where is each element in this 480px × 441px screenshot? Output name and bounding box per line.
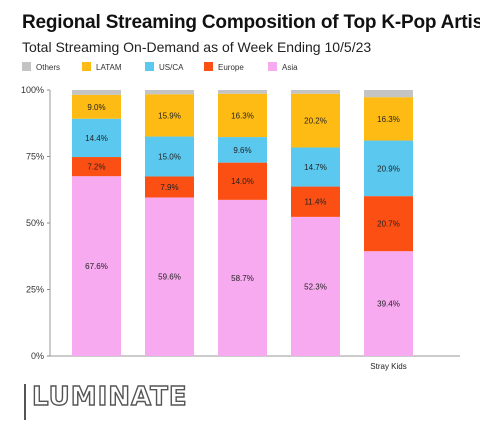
logo-bar xyxy=(24,384,26,420)
data-label-europe: 14.0% xyxy=(231,177,254,186)
data-label-usca: 9.6% xyxy=(233,146,251,155)
bar-segment-latam xyxy=(364,97,413,141)
bar-segment-usca xyxy=(291,147,340,187)
bar-segment-europe xyxy=(72,157,121,177)
bar-segment-europe xyxy=(218,162,267,200)
y-tick-label: 0% xyxy=(31,351,44,361)
legend-swatch-usca xyxy=(145,62,154,71)
legend-label-europe: Europe xyxy=(218,63,244,72)
y-tick-label: 50% xyxy=(26,218,44,228)
bar-segment-usca xyxy=(145,136,194,177)
bar-segment-others xyxy=(291,90,340,94)
legend-swatch-asia xyxy=(268,62,277,71)
legend-swatch-europe xyxy=(204,62,213,71)
bar-segment-asia xyxy=(72,176,121,356)
chart-subtitle: Total Streaming On-Demand as of Week End… xyxy=(22,39,372,55)
legend-swatch-latam xyxy=(82,62,91,71)
data-label-europe: 7.9% xyxy=(160,183,178,192)
bar-segment-asia xyxy=(145,197,194,356)
bar-segment-latam xyxy=(218,93,267,138)
data-label-latam: 16.3% xyxy=(231,111,254,120)
data-label-asia: 58.7% xyxy=(231,274,254,283)
data-label-europe: 7.2% xyxy=(87,163,105,172)
legend-label-usca: US/CA xyxy=(159,63,184,72)
data-label-latam: 20.2% xyxy=(304,117,327,126)
data-label-usca: 20.9% xyxy=(377,164,400,173)
bar-segment-europe xyxy=(364,196,413,252)
data-label-asia: 67.6% xyxy=(85,262,108,271)
data-label-usca: 15.0% xyxy=(158,153,181,162)
bar-segment-asia xyxy=(364,251,413,356)
bar-segment-europe xyxy=(291,186,340,217)
x-category-label: Stray Kids xyxy=(370,362,406,371)
legend-label-latam: LATAM xyxy=(96,63,122,72)
data-label-europe: 11.4% xyxy=(304,198,326,207)
data-label-latam: 9.0% xyxy=(87,103,105,112)
bar-segment-europe xyxy=(145,176,194,198)
data-label-asia: 52.3% xyxy=(304,282,327,291)
bar-segment-latam xyxy=(145,94,194,137)
bar-segment-others xyxy=(364,90,413,98)
legend-label-asia: Asia xyxy=(282,63,298,72)
y-tick-label: 75% xyxy=(26,152,44,162)
y-tick-label: 100% xyxy=(21,85,44,95)
bar-segment-usca xyxy=(72,118,121,158)
legend-swatch-others xyxy=(22,62,31,71)
data-label-latam: 15.9% xyxy=(158,111,181,120)
data-label-europe: 20.7% xyxy=(377,220,400,229)
bar-segment-others xyxy=(218,90,267,94)
y-tick-label: 25% xyxy=(26,285,44,295)
bar-segment-asia xyxy=(291,216,340,356)
bar-segment-asia xyxy=(218,199,267,356)
data-label-asia: 39.4% xyxy=(377,300,400,309)
bar-segment-others xyxy=(145,90,194,95)
legend-label-others: Others xyxy=(36,63,60,72)
data-label-usca: 14.7% xyxy=(304,163,327,172)
data-label-asia: 59.6% xyxy=(158,273,181,282)
bar-segment-latam xyxy=(72,94,121,119)
bar-segment-usca xyxy=(364,140,413,197)
bar-segment-others xyxy=(72,90,121,95)
data-label-usca: 14.4% xyxy=(85,134,108,143)
luminate-logo: LUMINATE xyxy=(24,378,187,420)
bar-segment-latam xyxy=(291,93,340,148)
bar-segment-usca xyxy=(218,137,267,163)
data-label-latam: 16.3% xyxy=(377,115,400,124)
logo-wordmark: LUMINATE xyxy=(31,381,188,412)
chart-title: Regional Streaming Composition of Top K-… xyxy=(22,12,480,33)
